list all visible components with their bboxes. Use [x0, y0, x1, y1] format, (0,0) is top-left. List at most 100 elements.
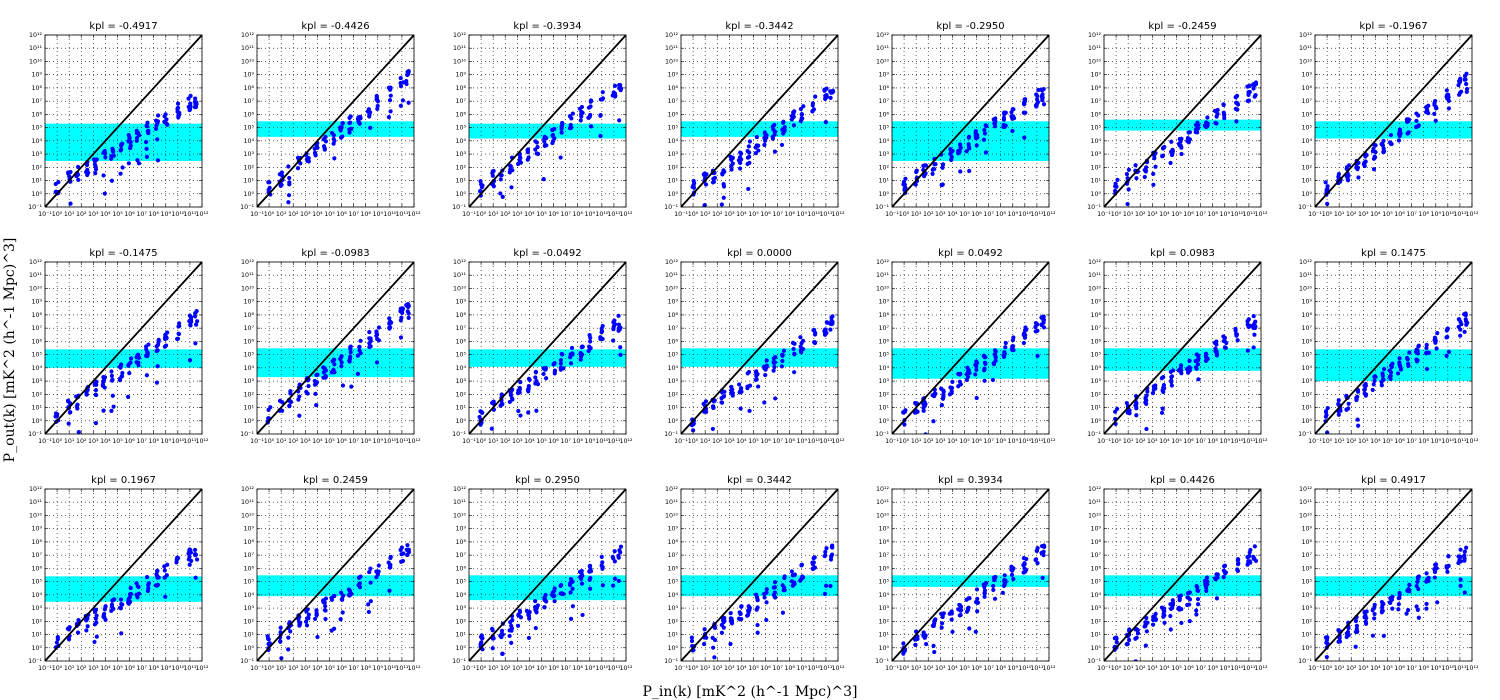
data-point: [1235, 338, 1240, 343]
data-point: [1177, 143, 1182, 148]
x-tick-label: 10⁹: [796, 211, 807, 218]
data-point: [779, 364, 784, 369]
data-point: [704, 172, 709, 177]
data-point: [1406, 117, 1411, 122]
data-point: [921, 408, 926, 413]
data-point: [125, 394, 131, 399]
data-point: [388, 565, 393, 570]
y-tick-label: 10⁴: [1090, 138, 1101, 145]
data-point: [737, 155, 743, 160]
x-tick-label: 10¹: [1334, 665, 1345, 672]
y-tick-label: 10⁴: [1090, 592, 1101, 599]
data-point: [1370, 633, 1376, 638]
data-point: [68, 410, 73, 415]
y-tick-label: 10⁶: [1090, 565, 1101, 572]
data-point: [810, 562, 816, 567]
x-tick-label: 10⁹: [1219, 211, 1230, 218]
data-point: [964, 377, 969, 383]
x-tick-label: 10⁰: [899, 211, 910, 218]
data-point: [127, 592, 133, 597]
scatter-points: [53, 547, 200, 650]
data-point: [312, 616, 318, 622]
data-point: [322, 366, 327, 371]
y-tick-label: 10⁸: [667, 539, 678, 546]
data-point: [406, 311, 411, 316]
x-tick-label: 10⁸: [1207, 438, 1218, 445]
data-point: [1424, 366, 1430, 372]
data-point: [541, 371, 546, 377]
data-point: [799, 341, 804, 346]
data-point: [738, 389, 743, 394]
data-point: [1458, 327, 1463, 332]
data-point: [1144, 426, 1149, 432]
data-point: [570, 111, 575, 116]
data-point: [162, 564, 167, 569]
x-tick-label: 10⁵: [536, 211, 547, 218]
axes-frame: [256, 488, 415, 662]
y-tick-label: 10⁻¹: [1087, 431, 1101, 438]
y-tick-label: 10²: [31, 164, 42, 171]
data-point: [973, 129, 978, 134]
data-point: [119, 631, 124, 636]
x-axis-label: P_in(k) [mK^2 (h^-1 Mpc)^3]: [642, 684, 857, 700]
data-point: [1195, 596, 1201, 602]
data-point: [188, 315, 194, 320]
data-point: [772, 129, 777, 134]
data-point: [338, 125, 343, 130]
data-point: [737, 166, 743, 171]
y-tick-label: 10⁰: [667, 645, 678, 652]
y-tick-label: 10⁻¹: [1087, 658, 1101, 665]
data-point: [194, 557, 200, 562]
data-point: [598, 113, 603, 118]
data-point: [175, 107, 180, 112]
identity-line: [45, 262, 202, 434]
data-point: [974, 395, 979, 401]
y-tick-label: 10¹¹: [241, 45, 255, 52]
data-point: [1324, 654, 1329, 660]
y-tick-label: 10⁴: [243, 592, 254, 599]
x-tick-label: 10³: [88, 665, 99, 672]
data-point: [1022, 335, 1028, 340]
data-point: [568, 616, 574, 621]
x-tick-label: 10⁹: [1219, 438, 1230, 445]
data-point: [764, 617, 769, 623]
data-point: [719, 630, 725, 635]
data-point: [1041, 320, 1046, 325]
data-point: [386, 115, 392, 120]
y-tick-label: 10⁶: [243, 565, 254, 572]
data-point: [932, 391, 937, 396]
x-tick-label: 10⁹: [584, 438, 595, 445]
x-tick-label: 10¹²: [1465, 211, 1479, 218]
y-tick-label: 10¹⁰: [665, 58, 679, 65]
y-tick-label: 10¹²: [29, 486, 43, 493]
data-point: [958, 604, 964, 609]
x-tick-label: 10¹⁰: [1441, 211, 1455, 218]
data-point: [902, 186, 907, 191]
data-point: [75, 164, 81, 170]
data-point: [279, 170, 285, 175]
x-tick-label: 10⁰: [899, 438, 910, 445]
y-tick-label: 10⁹: [1090, 72, 1101, 79]
x-tick-label: 10³: [512, 211, 523, 218]
x-tick-label: 10⁹: [1007, 211, 1018, 218]
data-point: [973, 629, 978, 634]
data-point: [982, 355, 987, 360]
data-point: [388, 93, 393, 98]
y-tick-label: 10⁶: [31, 565, 42, 572]
data-point: [736, 382, 742, 387]
data-point: [798, 335, 803, 340]
data-point: [1195, 588, 1200, 593]
y-tick-label: 10⁹: [31, 526, 42, 533]
x-tick-label: 10²: [712, 438, 723, 445]
y-tick-label: 10¹²: [1299, 486, 1313, 493]
y-tick-label: 10³: [243, 605, 254, 612]
data-point: [1433, 338, 1438, 343]
x-tick-label: 10¹²: [195, 211, 209, 218]
scatter-points: [477, 313, 623, 431]
data-point: [792, 109, 797, 114]
x-tick-label: 10⁵: [536, 665, 547, 672]
data-point: [1009, 572, 1015, 577]
data-point: [367, 569, 372, 575]
data-point: [570, 604, 575, 609]
data-point: [1464, 89, 1469, 95]
